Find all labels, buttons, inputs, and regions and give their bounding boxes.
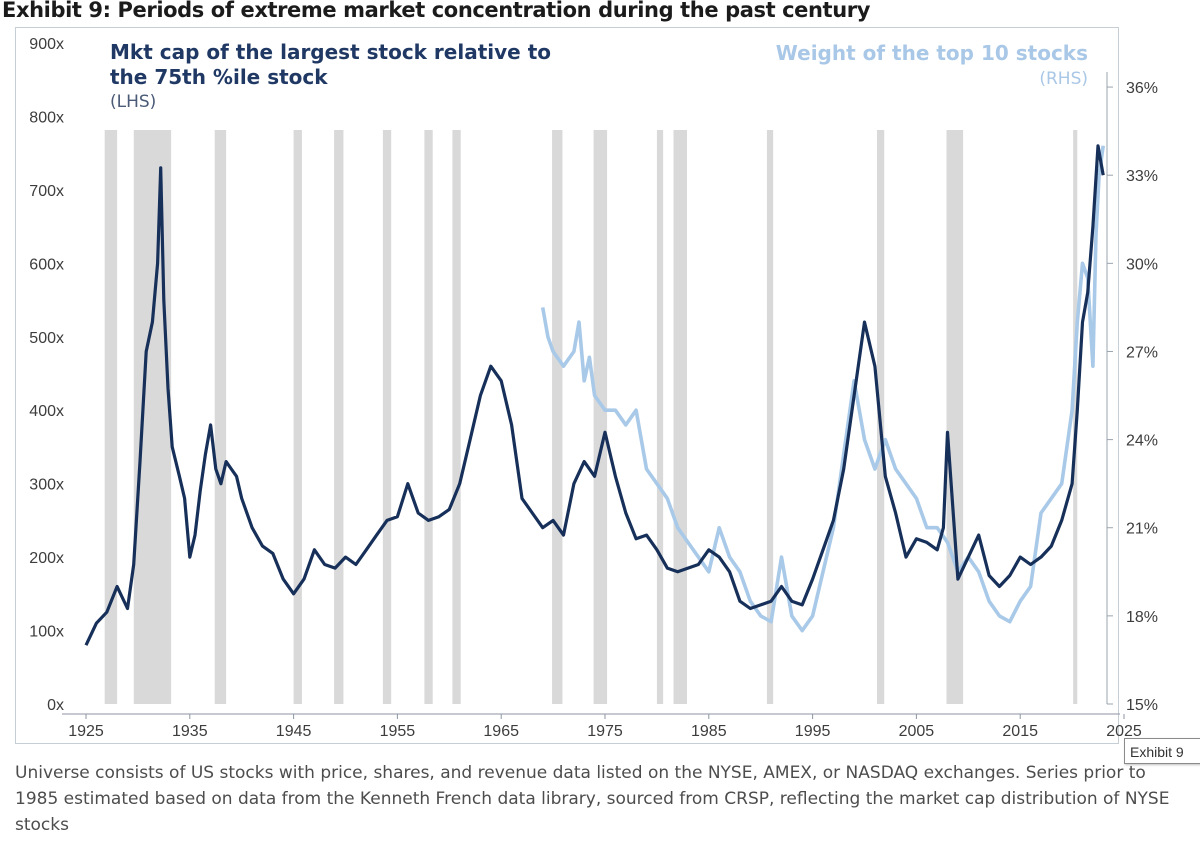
recession-band	[334, 130, 344, 704]
left-axis: 0x 100x 200x 300x 400x 500x 600x 700x 800x 900x	[29, 36, 64, 714]
legend-lhs: Mkt cap of the largest stock relative to…	[110, 40, 590, 115]
recession-band	[673, 130, 688, 704]
x-tick-label: 1945	[276, 723, 312, 740]
left-tick-label: 200x	[29, 550, 64, 567]
recession-band	[382, 130, 392, 704]
chart-svg: 0x 100x 200x 300x 400x 500x 600x 700x 800x 900x 1…	[29, 36, 1158, 740]
recession-band	[452, 130, 461, 704]
recession-band	[1073, 130, 1078, 704]
x-tick-label: 1935	[172, 723, 208, 740]
x-tick-label: 1985	[691, 723, 727, 740]
rhs-series-layer	[540, 145, 1105, 633]
footnote: Universe consists of US stocks with pric…	[15, 763, 1170, 835]
left-tick-label: 300x	[29, 477, 64, 494]
right-tick-label: 18%	[1126, 609, 1158, 626]
rhs-series-line	[540, 145, 1105, 633]
x-tick-label: 1925	[68, 723, 104, 740]
left-tick-label: 600x	[29, 256, 64, 273]
right-tick-label: 27%	[1126, 344, 1158, 361]
x-tick-label: 2025	[1106, 723, 1142, 740]
recession-band	[656, 130, 664, 704]
exhibit-tooltip: Exhibit 9	[1124, 738, 1200, 764]
legend-lhs-text: Mkt cap of the largest stock relative to…	[110, 40, 551, 89]
left-tick-label: 900x	[29, 36, 64, 53]
x-tick-label: 1975	[587, 723, 623, 740]
x-tick-label: 1995	[795, 723, 831, 740]
left-tick-label: 0x	[47, 697, 64, 714]
x-tick-label: 2015	[1002, 723, 1038, 740]
recession-band	[552, 130, 563, 704]
legend-rhs-text: Weight of the top 10 stocks	[775, 41, 1088, 65]
right-tick-label: 15%	[1126, 697, 1158, 714]
right-tick-label: 24%	[1126, 433, 1158, 450]
right-tick-label: 21%	[1126, 521, 1158, 538]
left-tick-label: 100x	[29, 624, 64, 641]
recession-band	[214, 130, 227, 704]
x-tick-label: 1955	[380, 723, 416, 740]
recession-band	[104, 130, 118, 704]
left-tick-label: 400x	[29, 403, 64, 420]
left-tick-label: 500x	[29, 330, 64, 347]
recession-shading-layer	[104, 130, 1078, 704]
right-tick-label: 33%	[1126, 168, 1158, 185]
left-tick-label: 800x	[29, 109, 64, 126]
legend-rhs-side: (RHS)	[1039, 69, 1088, 89]
exhibit-title: Exhibit 9: Periods of extreme market con…	[2, 0, 870, 22]
recession-band	[293, 130, 302, 704]
x-tick-label: 1965	[483, 723, 519, 740]
legend-rhs: Weight of the top 10 stocks (RHS)	[776, 40, 1088, 92]
recession-band	[946, 130, 964, 704]
x-axis: 1925 1935 1945 1955 1965 1975 1985 1995 2005 2015…	[62, 713, 1142, 740]
lhs-series-line	[84, 144, 1105, 646]
right-tick-label: 36%	[1126, 80, 1158, 97]
recession-band	[424, 130, 433, 704]
chart-frame	[15, 27, 1119, 744]
recession-band	[133, 130, 172, 704]
lhs-series-layer	[84, 144, 1105, 646]
recession-band	[593, 130, 608, 704]
x-tick-label: 2005	[899, 723, 935, 740]
legend-lhs-side: (LHS)	[110, 92, 157, 112]
left-tick-label: 700x	[29, 183, 64, 200]
recession-band	[766, 130, 774, 704]
right-axis: 15% 18% 21% 24% 27% 30% 33% 36%	[1106, 72, 1158, 714]
right-tick-label: 30%	[1126, 256, 1158, 273]
